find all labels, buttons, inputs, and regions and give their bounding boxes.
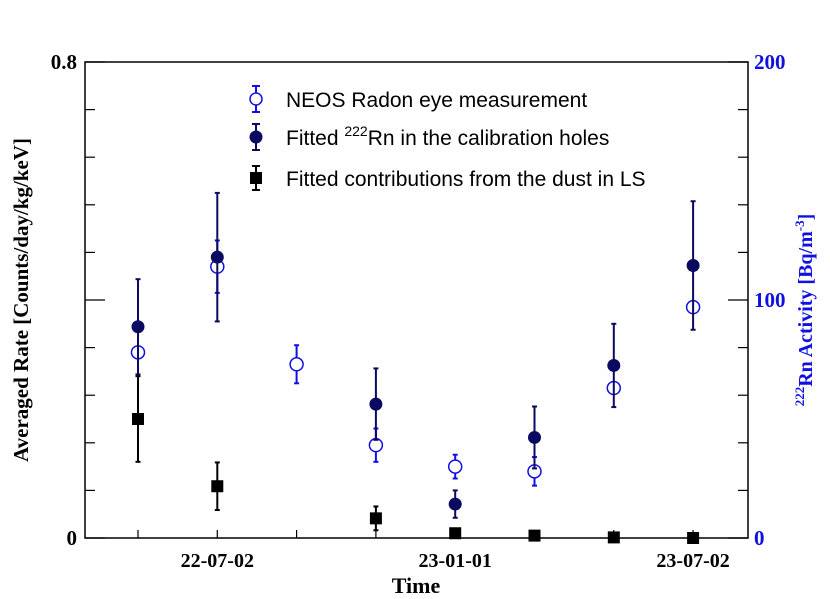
legend-entry-calib: Fitted 222Rn in the calibration holes xyxy=(249,123,609,151)
point-calib xyxy=(448,497,462,511)
right-y-axis-title-close: ] xyxy=(795,214,817,221)
point-dust xyxy=(449,527,462,540)
right-y-axis-title-main: Rn Activity [Bq/m xyxy=(795,231,817,387)
x-axis-title: Time xyxy=(392,573,441,598)
point-calib xyxy=(607,358,621,372)
right-y-tick-label: 0 xyxy=(754,526,765,550)
point-calib xyxy=(131,320,145,334)
point-dust xyxy=(132,413,144,425)
legend-marker-calib xyxy=(249,130,263,144)
legend-entry-dust: Fitted contributions from the dust in LS xyxy=(250,165,646,191)
right-y-tick-label: 200 xyxy=(754,50,786,74)
legend-marker-radon-eye xyxy=(249,92,263,106)
legend-label-radon-eye: NEOS Radon eye measurement xyxy=(286,89,587,112)
legend-label-calib-sup: 222 xyxy=(344,123,368,139)
point-dust xyxy=(687,532,700,544)
right-y-axis-title: 222Rn Activity [Bq/m-3] xyxy=(792,214,817,407)
point-calib xyxy=(528,430,541,444)
right-y-axis-title-sup: 222 xyxy=(792,387,807,407)
point-radon-eye xyxy=(447,459,463,474)
left-y-tick-label: 0.8 xyxy=(51,50,77,74)
x-tick-label: 23-01-01 xyxy=(419,550,492,572)
right-y-axis-title-exp: -3 xyxy=(792,220,807,231)
point-dust xyxy=(528,529,541,542)
data-marks xyxy=(130,191,701,544)
legend-label-calib-post: Rn in the calibration holes xyxy=(368,127,610,150)
left-y-axis-title: Averaged Rate [Counts/day/kg/keV] xyxy=(9,138,33,462)
point-dust xyxy=(211,480,224,493)
point-dust xyxy=(607,531,620,544)
point-radon-eye xyxy=(289,357,304,372)
left-y-tick-label: 0 xyxy=(67,526,78,550)
x-tick-label: 22-07-02 xyxy=(181,550,254,572)
legend-label-dust: Fitted contributions from the dust in LS xyxy=(286,168,646,191)
legend-marker-dust xyxy=(250,172,262,184)
legend-label-calib-pre: Fitted xyxy=(286,127,344,150)
point-calib xyxy=(369,397,383,411)
left-y-axis-ticks: 00.8 xyxy=(51,50,105,550)
x-axis-ticks: 22-07-02 23-01-01 23-07-02 xyxy=(137,530,730,572)
legend-label-calib: Fitted 222Rn in the calibration holes xyxy=(286,123,609,150)
legend-entry-radon-eye: NEOS Radon eye measurement xyxy=(249,85,587,113)
point-calib xyxy=(686,258,700,272)
point-dust xyxy=(369,512,382,525)
point-calib xyxy=(210,250,224,264)
x-tick-label: 23-07-02 xyxy=(656,550,729,572)
right-y-tick-label: 100 xyxy=(754,288,786,312)
legend: NEOS Radon eye measurement Fitted 222Rn … xyxy=(249,85,646,191)
right-y-axis-ticks: 0 100 200 xyxy=(728,50,786,550)
